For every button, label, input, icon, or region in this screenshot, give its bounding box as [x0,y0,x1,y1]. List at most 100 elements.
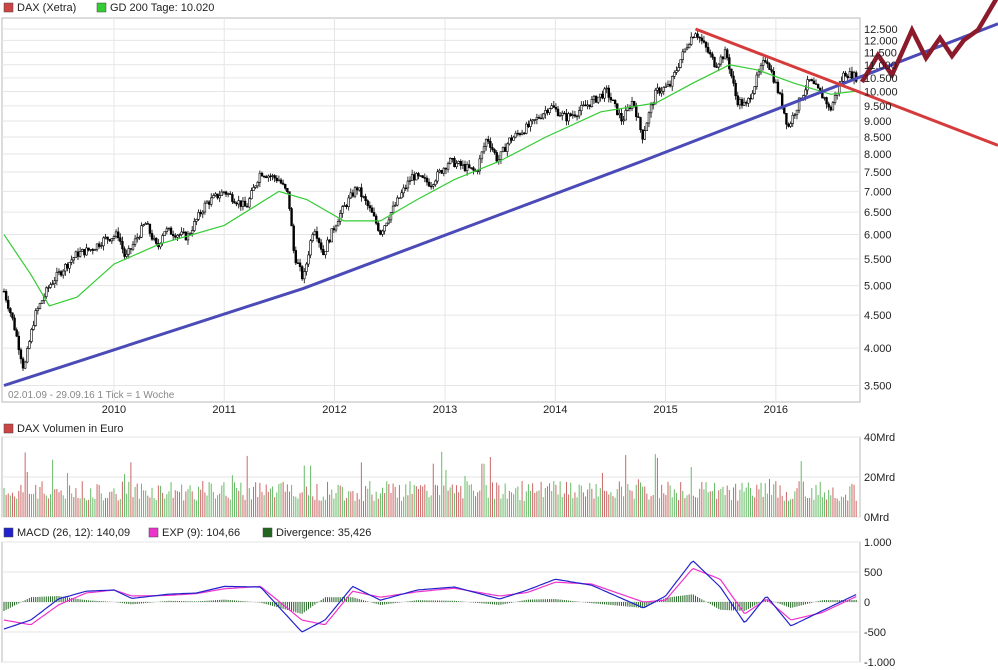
candle-body [533,119,536,121]
candle-body [214,193,217,196]
candle-body [554,107,558,110]
candle-body [55,272,59,282]
candle-body [311,234,314,241]
candle-body [525,123,528,134]
candle-body [288,191,291,209]
candle-body [468,164,471,168]
candle-body [635,105,638,118]
candle-body [404,187,407,190]
candle-body [611,99,615,101]
candle-body [205,201,209,204]
candle-body [791,114,794,124]
candle-body [17,335,21,351]
candle-body [639,117,642,131]
macd-panel: MACD (26, 12): 140,09 EXP (9): 104,66 Di… [1,527,895,669]
candle-body [138,236,141,239]
candle-body [239,200,243,207]
candle-body [459,160,462,166]
candle-body [419,175,422,177]
candle-body [628,107,632,109]
volume-y-tick-label: 40Mrd [864,432,895,444]
candle-body [770,69,773,72]
candle-body [203,202,207,213]
legend-label-dax: DAX (Xetra) [17,2,76,14]
candle-body [651,103,655,106]
candle-body [91,249,95,251]
price-y-tick-label: 12.000 [864,35,898,47]
candle-body [599,93,602,98]
candle-body [495,152,498,162]
candle-body [319,242,323,250]
candle-body [681,51,684,60]
candle-body [436,171,439,182]
candle-body [15,329,18,337]
candle-body [649,104,653,114]
candle-body [144,223,147,226]
candle-body [97,243,101,247]
candle-body [478,158,481,172]
candle-body [100,245,103,247]
candle-body [484,138,488,147]
candle-body [93,249,97,251]
candle-body [694,33,697,38]
candle-body [552,105,555,108]
price-y-tick-label: 7.500 [864,167,892,179]
candle-body [237,200,240,205]
candle-body [472,167,475,171]
candle-body [463,164,467,172]
candle-body [630,100,634,109]
candle-body [262,175,266,178]
candle-body [582,104,585,107]
candle-body [398,197,401,199]
candle-body [512,136,515,141]
candle-body [265,176,268,178]
candle-body [406,180,410,189]
candle-body [364,196,367,202]
candle-body [774,81,778,84]
candle-body [510,137,513,141]
candle-body [300,266,304,280]
candle-body [355,187,359,191]
candle-body [45,287,48,297]
candle-body [133,238,137,245]
candle-body [793,114,797,116]
candle-body [235,202,238,205]
candle-body [508,137,511,145]
candle-body [370,207,374,213]
candle-body [125,253,128,257]
candle-body [751,93,754,100]
candle-body [112,236,116,239]
price-y-tick-label: 4.500 [864,310,892,322]
candle-body [567,113,570,122]
price-y-tick-label: 7.000 [864,186,892,198]
candle-body [47,287,50,289]
candle-body [226,193,230,195]
candle-body [66,264,69,269]
candle-body [176,234,179,238]
candle-body [294,250,298,264]
candle-body [516,132,520,135]
legend-swatch-exp [148,527,159,538]
candle-body [231,194,234,202]
candle-body [558,115,562,117]
candle-body [195,219,198,222]
candle-body [123,248,126,257]
price-y-tick-label: 9.000 [864,116,892,128]
candle-body [491,147,494,150]
candle-body [797,97,801,111]
candle-body [339,213,342,222]
candle-body [275,177,278,182]
candle-body [256,182,259,187]
candle-body [286,188,289,192]
candle-body [423,177,427,179]
candle-body [394,204,397,207]
candle-body [70,259,73,263]
candle-body [520,132,524,135]
candle-body [632,100,636,106]
candle-body [334,225,338,231]
candle-body [768,63,771,70]
candle-body [85,247,88,256]
candle-body [706,46,710,53]
